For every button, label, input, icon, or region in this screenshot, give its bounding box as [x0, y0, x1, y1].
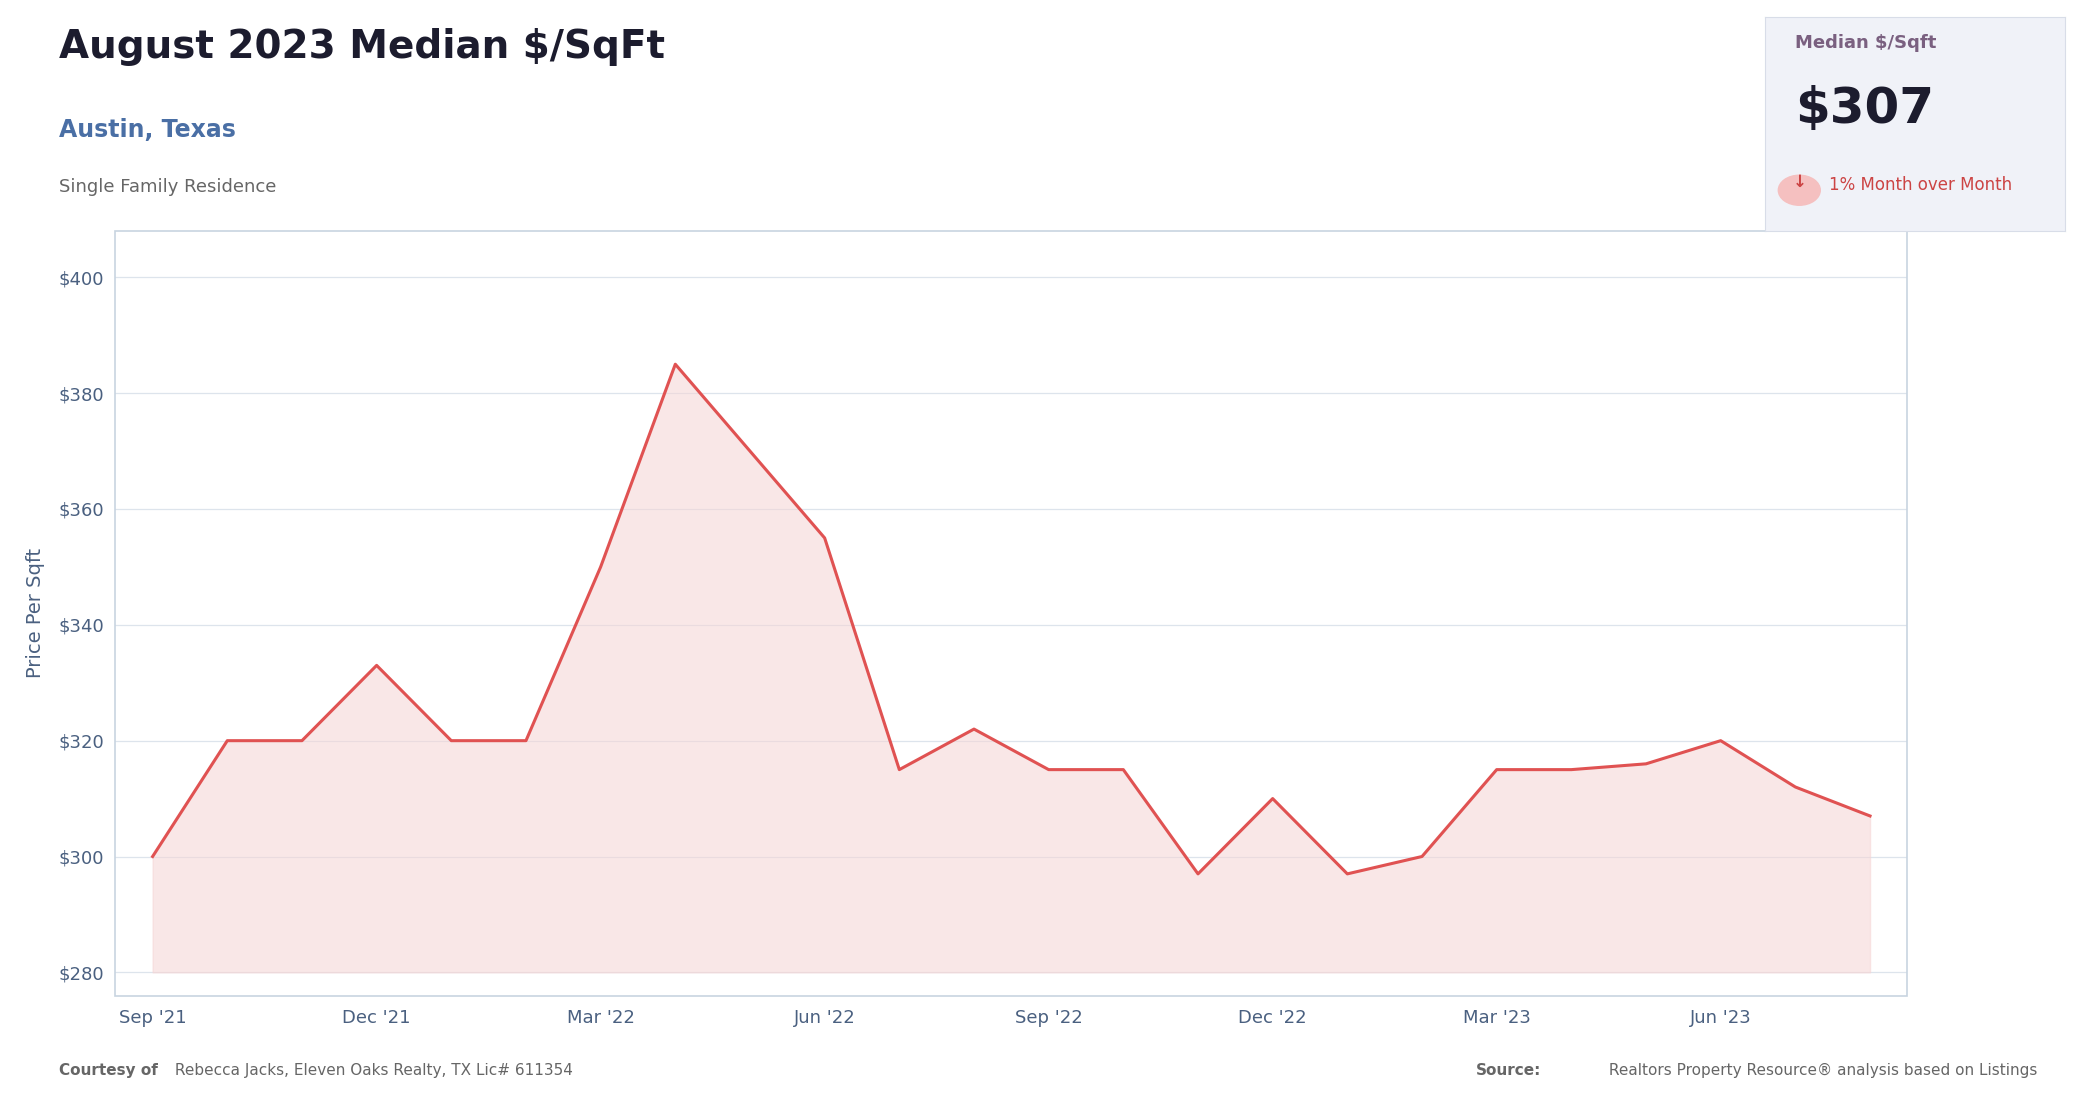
Bar — [115, 231, 1907, 996]
Text: ↓: ↓ — [1792, 173, 1807, 190]
Text: Austin, Texas: Austin, Texas — [59, 118, 235, 142]
Text: 1% Month over Month: 1% Month over Month — [1830, 176, 2012, 194]
Text: Median $/Sqft: Median $/Sqft — [1794, 34, 1937, 52]
Text: Realtors Property Resource® analysis based on Listings: Realtors Property Resource® analysis bas… — [1603, 1063, 2037, 1078]
Circle shape — [1777, 175, 1819, 206]
Y-axis label: Price Per Sqft: Price Per Sqft — [25, 548, 44, 679]
Text: Rebecca Jacks, Eleven Oaks Realty, TX Lic# 611354: Rebecca Jacks, Eleven Oaks Realty, TX Li… — [170, 1063, 572, 1078]
Text: Source:: Source: — [1476, 1063, 1541, 1078]
Text: Courtesy of: Courtesy of — [59, 1063, 157, 1078]
Text: August 2023 Median $/SqFt: August 2023 Median $/SqFt — [59, 28, 664, 66]
Text: $307: $307 — [1794, 85, 1935, 133]
Text: Single Family Residence: Single Family Residence — [59, 178, 277, 196]
